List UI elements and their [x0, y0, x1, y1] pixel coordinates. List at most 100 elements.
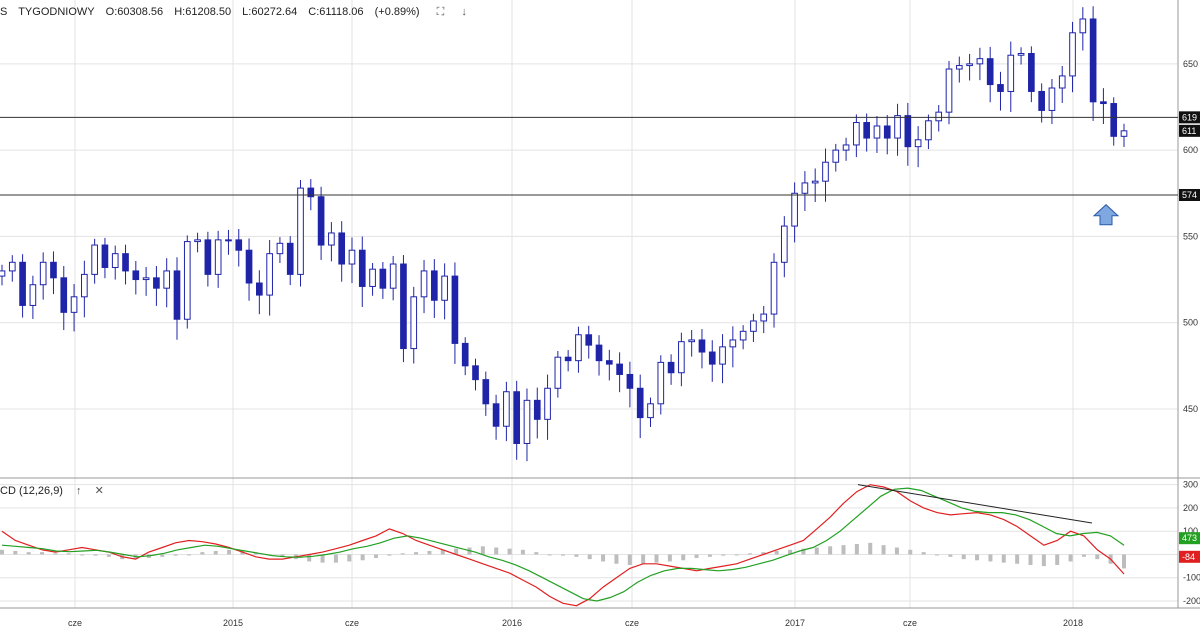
- candle-up: [688, 339, 696, 343]
- macd-histogram-bar: [774, 550, 779, 555]
- candle-down: [667, 361, 675, 374]
- candle-down: [235, 239, 243, 251]
- candle-up: [1017, 52, 1025, 56]
- candle-up: [842, 144, 850, 151]
- price-level-label: 619: [1182, 112, 1197, 122]
- macd-histogram-bar: [1122, 554, 1126, 569]
- candle-up: [647, 403, 654, 419]
- candle-up: [544, 387, 551, 420]
- candle-down: [122, 253, 129, 272]
- last-price-badge: [1179, 124, 1200, 137]
- candle-up: [81, 273, 88, 298]
- macd-histogram-bar: [1068, 554, 1073, 562]
- candle-up: [801, 182, 809, 194]
- macd-histogram-bar: [480, 546, 485, 555]
- candle-down: [173, 270, 181, 320]
- candle-down: [492, 403, 500, 427]
- candle-down: [533, 399, 541, 420]
- macd-value-badge: [1179, 532, 1200, 545]
- candle-up: [1069, 32, 1076, 77]
- candle-up: [29, 284, 37, 306]
- macd-histogram-bar: [561, 554, 565, 556]
- macd-histogram-bar: [641, 554, 646, 564]
- price-level-label: 574: [1182, 190, 1197, 200]
- candle-up: [276, 242, 284, 255]
- macd-histogram-bar: [387, 554, 392, 556]
- candle-up: [1007, 54, 1015, 92]
- symbol-label: S: [0, 6, 8, 18]
- macd-histogram-bar: [627, 554, 632, 565]
- candle-down: [616, 363, 623, 375]
- candle-down: [204, 239, 212, 275]
- close-icon[interactable]: ✕: [94, 485, 104, 497]
- candle-down: [461, 342, 469, 367]
- low-value: L:60272.64: [242, 6, 298, 18]
- x-tick-label: cze: [345, 618, 359, 628]
- candle-down: [50, 261, 57, 279]
- candle-up: [503, 391, 510, 427]
- macd-histogram-bar: [374, 554, 378, 558]
- candle-up: [739, 330, 747, 341]
- candle-up: [297, 187, 304, 275]
- up-arrow-marker-icon: [1092, 204, 1120, 226]
- candle-down: [997, 84, 1004, 92]
- candle-down: [1028, 52, 1035, 92]
- candle-down: [358, 249, 366, 287]
- interval-label[interactable]: TYGODNIOWY: [18, 6, 95, 18]
- candle-up: [976, 58, 984, 65]
- candle-up: [925, 120, 932, 141]
- macd-histogram-bar: [53, 553, 58, 555]
- macd-histogram-bar: [667, 554, 672, 562]
- x-tick-label: cze: [68, 618, 82, 628]
- price-axis-tick: 650: [1183, 59, 1198, 69]
- candle-up: [142, 277, 150, 281]
- price-axis-tick: 550: [1183, 231, 1198, 241]
- candle-up: [183, 241, 191, 320]
- candle-down: [698, 339, 706, 353]
- macd-histogram-bar: [507, 548, 512, 555]
- macd-histogram-bar: [0, 549, 4, 555]
- macd-histogram-bar: [307, 554, 312, 562]
- candle-up: [780, 225, 788, 263]
- candle-up: [163, 270, 171, 289]
- x-tick-label: 2017: [785, 618, 805, 628]
- arrow-up-icon[interactable]: ↑: [76, 485, 82, 497]
- macd-histogram-bar: [854, 544, 859, 555]
- macd-histogram-bar: [213, 550, 218, 555]
- candle-up: [1058, 75, 1066, 89]
- candle-down: [1089, 18, 1097, 103]
- macd-histogram-bar: [80, 554, 85, 556]
- candle-down: [585, 334, 593, 346]
- candle-down: [430, 270, 438, 301]
- candle-up: [194, 239, 201, 243]
- macd-label: CD (12,26,9): [0, 485, 63, 497]
- fullscreen-icon[interactable]: ⛶: [436, 6, 445, 18]
- macd-histogram-bar: [227, 549, 232, 555]
- candle-down: [564, 356, 572, 362]
- candle-down: [472, 365, 479, 381]
- macd-histogram-bar: [160, 554, 165, 557]
- macd-histogram-bar: [908, 549, 913, 555]
- macd-axis-tick: 200: [1183, 503, 1198, 513]
- macd-histogram-bar: [347, 554, 352, 562]
- macd-axis-tick: -200: [1183, 596, 1200, 606]
- macd-histogram-bar: [694, 554, 699, 558]
- x-tick-label: 2016: [502, 618, 522, 628]
- arrow-down-icon[interactable]: ↓: [461, 6, 467, 18]
- candle-down: [1100, 101, 1107, 105]
- candle-up: [225, 239, 232, 242]
- macd-trend-line: [857, 484, 1093, 524]
- macd-histogram-bar: [280, 554, 285, 557]
- candle-up: [914, 139, 922, 148]
- candle-down: [307, 187, 315, 198]
- candle-up: [945, 68, 953, 113]
- macd-histogram-bar: [400, 553, 405, 555]
- candle-up: [729, 339, 737, 348]
- macd-histogram-bar: [1055, 554, 1060, 565]
- macd-histogram-bar: [654, 554, 659, 563]
- candle-down: [1110, 103, 1118, 137]
- price-axis-tick: 500: [1183, 318, 1198, 328]
- macd-histogram-bar: [534, 552, 539, 555]
- x-tick-label: 2015: [223, 618, 243, 628]
